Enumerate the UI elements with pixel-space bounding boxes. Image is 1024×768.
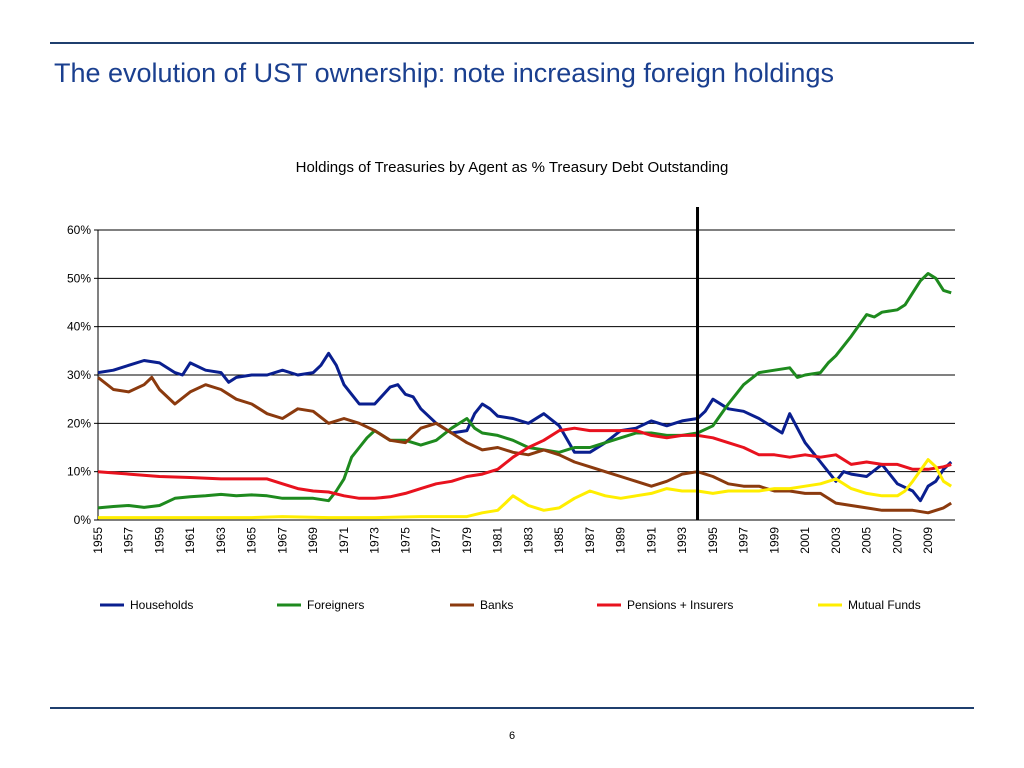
legend-label: Banks	[480, 598, 513, 612]
x-tick-label: 1997	[737, 527, 751, 554]
x-tick-label: 2007	[890, 527, 904, 554]
x-tick-label: 1989	[614, 527, 628, 554]
y-tick-label: 20%	[67, 416, 91, 430]
x-tick-label: 1963	[214, 527, 228, 554]
series-line-households	[97, 351, 953, 503]
x-tick-label: 1985	[552, 527, 566, 554]
series-line-foreigners	[97, 272, 952, 510]
x-tick-label: 1959	[152, 527, 166, 554]
x-tick-label: 1965	[245, 527, 259, 554]
x-tick-label: 1999	[767, 527, 781, 554]
x-tick-label: 1993	[675, 527, 689, 554]
chart-series-lines	[97, 272, 953, 520]
legend-label: Households	[130, 598, 193, 612]
x-tick-label: 1983	[521, 527, 535, 554]
chart-title: Holdings of Treasuries by Agent as % Tre…	[296, 159, 729, 176]
series-line-mutual-funds	[98, 458, 953, 520]
x-tick-label: 1995	[706, 527, 720, 554]
x-tick-label: 1975	[398, 527, 412, 554]
legend-label: Pensions + Insurers	[627, 598, 733, 612]
y-tick-label: 40%	[67, 320, 91, 334]
y-tick-label: 30%	[67, 368, 91, 382]
legend-label: Foreigners	[307, 598, 364, 612]
x-tick-label: 1961	[183, 527, 197, 554]
x-tick-label: 1981	[491, 527, 505, 554]
x-tick-label: 1979	[460, 527, 474, 554]
legend-label: Mutual Funds	[848, 598, 921, 612]
y-tick-label: 60%	[67, 223, 91, 237]
page-number: 6	[508, 730, 516, 742]
y-axis-tick-labels: 0% 10% 20% 30% 40% 50% 60%	[67, 223, 91, 527]
chart-legend: Households Foreigners Banks Pensions + Insu…	[100, 598, 921, 612]
y-tick-label: 50%	[67, 271, 91, 285]
y-tick-label: 10%	[67, 465, 91, 479]
x-tick-label: 1957	[122, 527, 136, 554]
x-tick-label: 2003	[829, 527, 843, 554]
bottom-rule	[50, 707, 974, 709]
x-tick-label: 1969	[306, 527, 320, 554]
x-tick-label: 2005	[860, 527, 874, 554]
x-tick-label: 1977	[429, 527, 443, 554]
x-tick-label: 1987	[583, 527, 597, 554]
top-rule	[50, 42, 974, 44]
x-tick-label: 2001	[798, 527, 812, 554]
y-tick-label: 0%	[74, 513, 92, 527]
x-tick-label: 1973	[368, 527, 382, 554]
series-line-pensions-insurers	[97, 426, 952, 500]
x-tick-label: 1971	[337, 527, 351, 554]
x-tick-label: 1955	[91, 527, 105, 554]
x-tick-label: 1991	[644, 527, 658, 554]
x-axis-tick-labels: 1955 1957 1959 1961 1963 1965 1967 1969 1971 1973…	[91, 527, 935, 554]
x-tick-label: 1967	[275, 527, 289, 554]
slide-title: The evolution of UST ownership: note inc…	[54, 58, 834, 88]
x-tick-label: 2009	[921, 527, 935, 554]
